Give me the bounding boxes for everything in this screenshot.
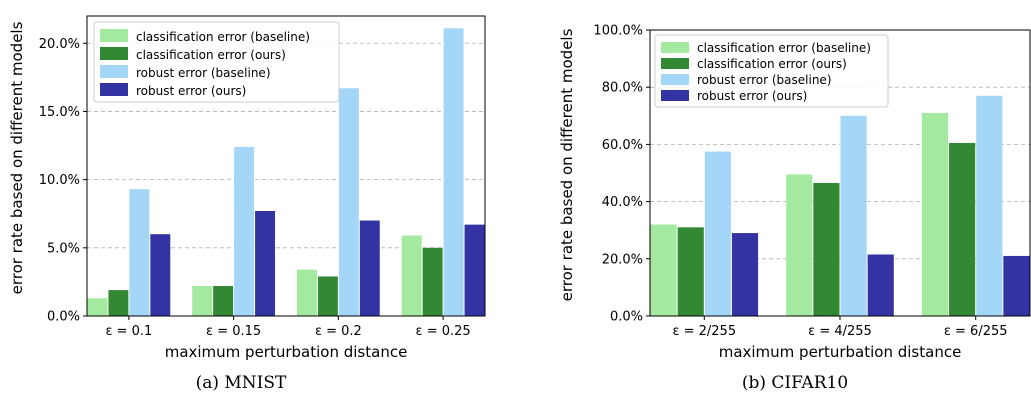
x-axis-label: maximum perturbation distance xyxy=(165,343,408,361)
y-tick-label: 80.0% xyxy=(602,81,643,96)
bar-robust-error-ours--1 xyxy=(867,254,894,316)
y-tick-label: 20.0% xyxy=(39,37,80,52)
x-tick-label: ε = 0.15 xyxy=(206,324,261,339)
y-axis-label: error rate based on different models xyxy=(8,21,26,294)
legend-entry: classification error (baseline) xyxy=(697,41,871,55)
bar-classification-error-ours--3 xyxy=(422,247,443,316)
y-tick-label: 10.0% xyxy=(39,173,80,188)
legend-entry: robust error (baseline) xyxy=(697,73,832,87)
y-tick-label: 0.0% xyxy=(47,310,80,325)
x-tick-label: ε = 0.2 xyxy=(315,324,362,339)
y-tick-label: 20.0% xyxy=(602,252,643,267)
x-tick-label: ε = 6/255 xyxy=(944,324,1008,339)
y-tick-label: 100.0% xyxy=(593,24,643,39)
legend: classification error (baseline) classific… xyxy=(654,34,889,108)
bar-robust-error-baseline--1 xyxy=(234,146,255,316)
bar-robust-error-baseline--0 xyxy=(704,151,731,316)
bars xyxy=(650,95,1030,316)
bar-robust-error-baseline--0 xyxy=(129,189,150,316)
legend-entry: robust error (ours) xyxy=(136,84,246,98)
y-tick-label: 0.0% xyxy=(610,310,643,325)
legend-swatch xyxy=(100,29,128,42)
bar-classification-error-baseline--0 xyxy=(650,224,677,316)
legend-swatch xyxy=(661,74,689,85)
bar-robust-error-ours--0 xyxy=(150,234,171,316)
y-tick-label: 5.0% xyxy=(47,241,80,256)
legend-entry: robust error (baseline) xyxy=(136,66,271,80)
bars xyxy=(87,28,485,316)
legend: classification error (baseline) classific… xyxy=(93,21,340,103)
bar-classification-error-baseline--1 xyxy=(192,286,213,316)
bar-classification-error-ours--2 xyxy=(317,276,338,316)
legend-swatch xyxy=(100,65,128,78)
legend-box xyxy=(654,34,889,108)
bar-robust-error-ours--2 xyxy=(359,220,380,316)
y-axis: 0.0% 5.0% 10.0% 15.0% 20.0% xyxy=(39,37,87,325)
x-axis: ε = 2/255 ε = 4/255 ε = 6/255 xyxy=(672,316,1008,339)
x-axis-label: maximum perturbation distance xyxy=(719,343,962,361)
y-tick-label: 60.0% xyxy=(602,138,643,153)
x-tick-label: ε = 0.1 xyxy=(105,324,152,339)
bar-robust-error-ours--0 xyxy=(731,233,759,316)
legend-swatch xyxy=(100,83,128,96)
legend-box xyxy=(93,21,340,103)
x-tick-label: ε = 2/255 xyxy=(672,324,736,339)
bar-classification-error-ours--0 xyxy=(108,290,129,316)
y-tick-label: 40.0% xyxy=(602,195,643,210)
legend-swatch xyxy=(661,42,689,53)
bar-robust-error-ours--1 xyxy=(255,211,276,316)
figure-caption: (a) MNIST xyxy=(196,373,287,393)
bar-classification-error-baseline--2 xyxy=(921,112,949,316)
plot-frame xyxy=(86,15,486,317)
bar-classification-error-baseline--2 xyxy=(296,269,317,316)
bar-classification-error-ours--0 xyxy=(677,227,704,316)
x-axis: ε = 0.1 ε = 0.15 ε = 0.2 ε = 0.25 xyxy=(105,316,471,339)
chart-panel-a: 0.0%5.0%10.0%15.0%20.0%ε = 0.1 ε = 0.15 ε … xyxy=(8,15,486,393)
legend-entry: robust error (ours) xyxy=(697,89,807,103)
bar-classification-error-ours--1 xyxy=(813,183,840,316)
x-tick-label: ε = 4/255 xyxy=(808,324,872,339)
bar-robust-error-baseline--1 xyxy=(840,115,867,316)
bar-classification-error-baseline--0 xyxy=(87,298,108,316)
chart-panel-b: 0.0%20.0%40.0%60.0%80.0%100.0%ε = 2/255 ε… xyxy=(558,24,1031,393)
legend-swatch xyxy=(661,90,689,101)
bar-robust-error-baseline--2 xyxy=(976,95,1003,316)
figure-caption: (b) CIFAR10 xyxy=(742,373,848,393)
bar-robust-error-ours--3 xyxy=(464,224,485,316)
y-axis: 0.0% 20.0% 40.0% 60.0% 80.0% 100.0% xyxy=(593,24,650,325)
legend-swatch xyxy=(100,47,128,60)
bar-classification-error-baseline--3 xyxy=(401,235,422,316)
y-tick-label: 15.0% xyxy=(39,105,80,120)
bar-classification-error-baseline--1 xyxy=(786,174,813,316)
x-tick-label: ε = 0.25 xyxy=(416,324,471,339)
bar-robust-error-ours--2 xyxy=(1003,255,1030,316)
y-axis-label: error rate based on different models xyxy=(558,28,576,301)
legend-entry: classification error (ours) xyxy=(697,57,847,71)
bar-robust-error-baseline--3 xyxy=(443,28,464,316)
bar-classification-error-ours--2 xyxy=(949,142,976,316)
bar-classification-error-ours--1 xyxy=(213,286,234,316)
legend-entry: classification error (baseline) xyxy=(136,30,310,44)
legend-swatch xyxy=(661,58,689,69)
bar-robust-error-baseline--2 xyxy=(338,88,359,316)
legend-entry: classification error (ours) xyxy=(136,48,286,62)
